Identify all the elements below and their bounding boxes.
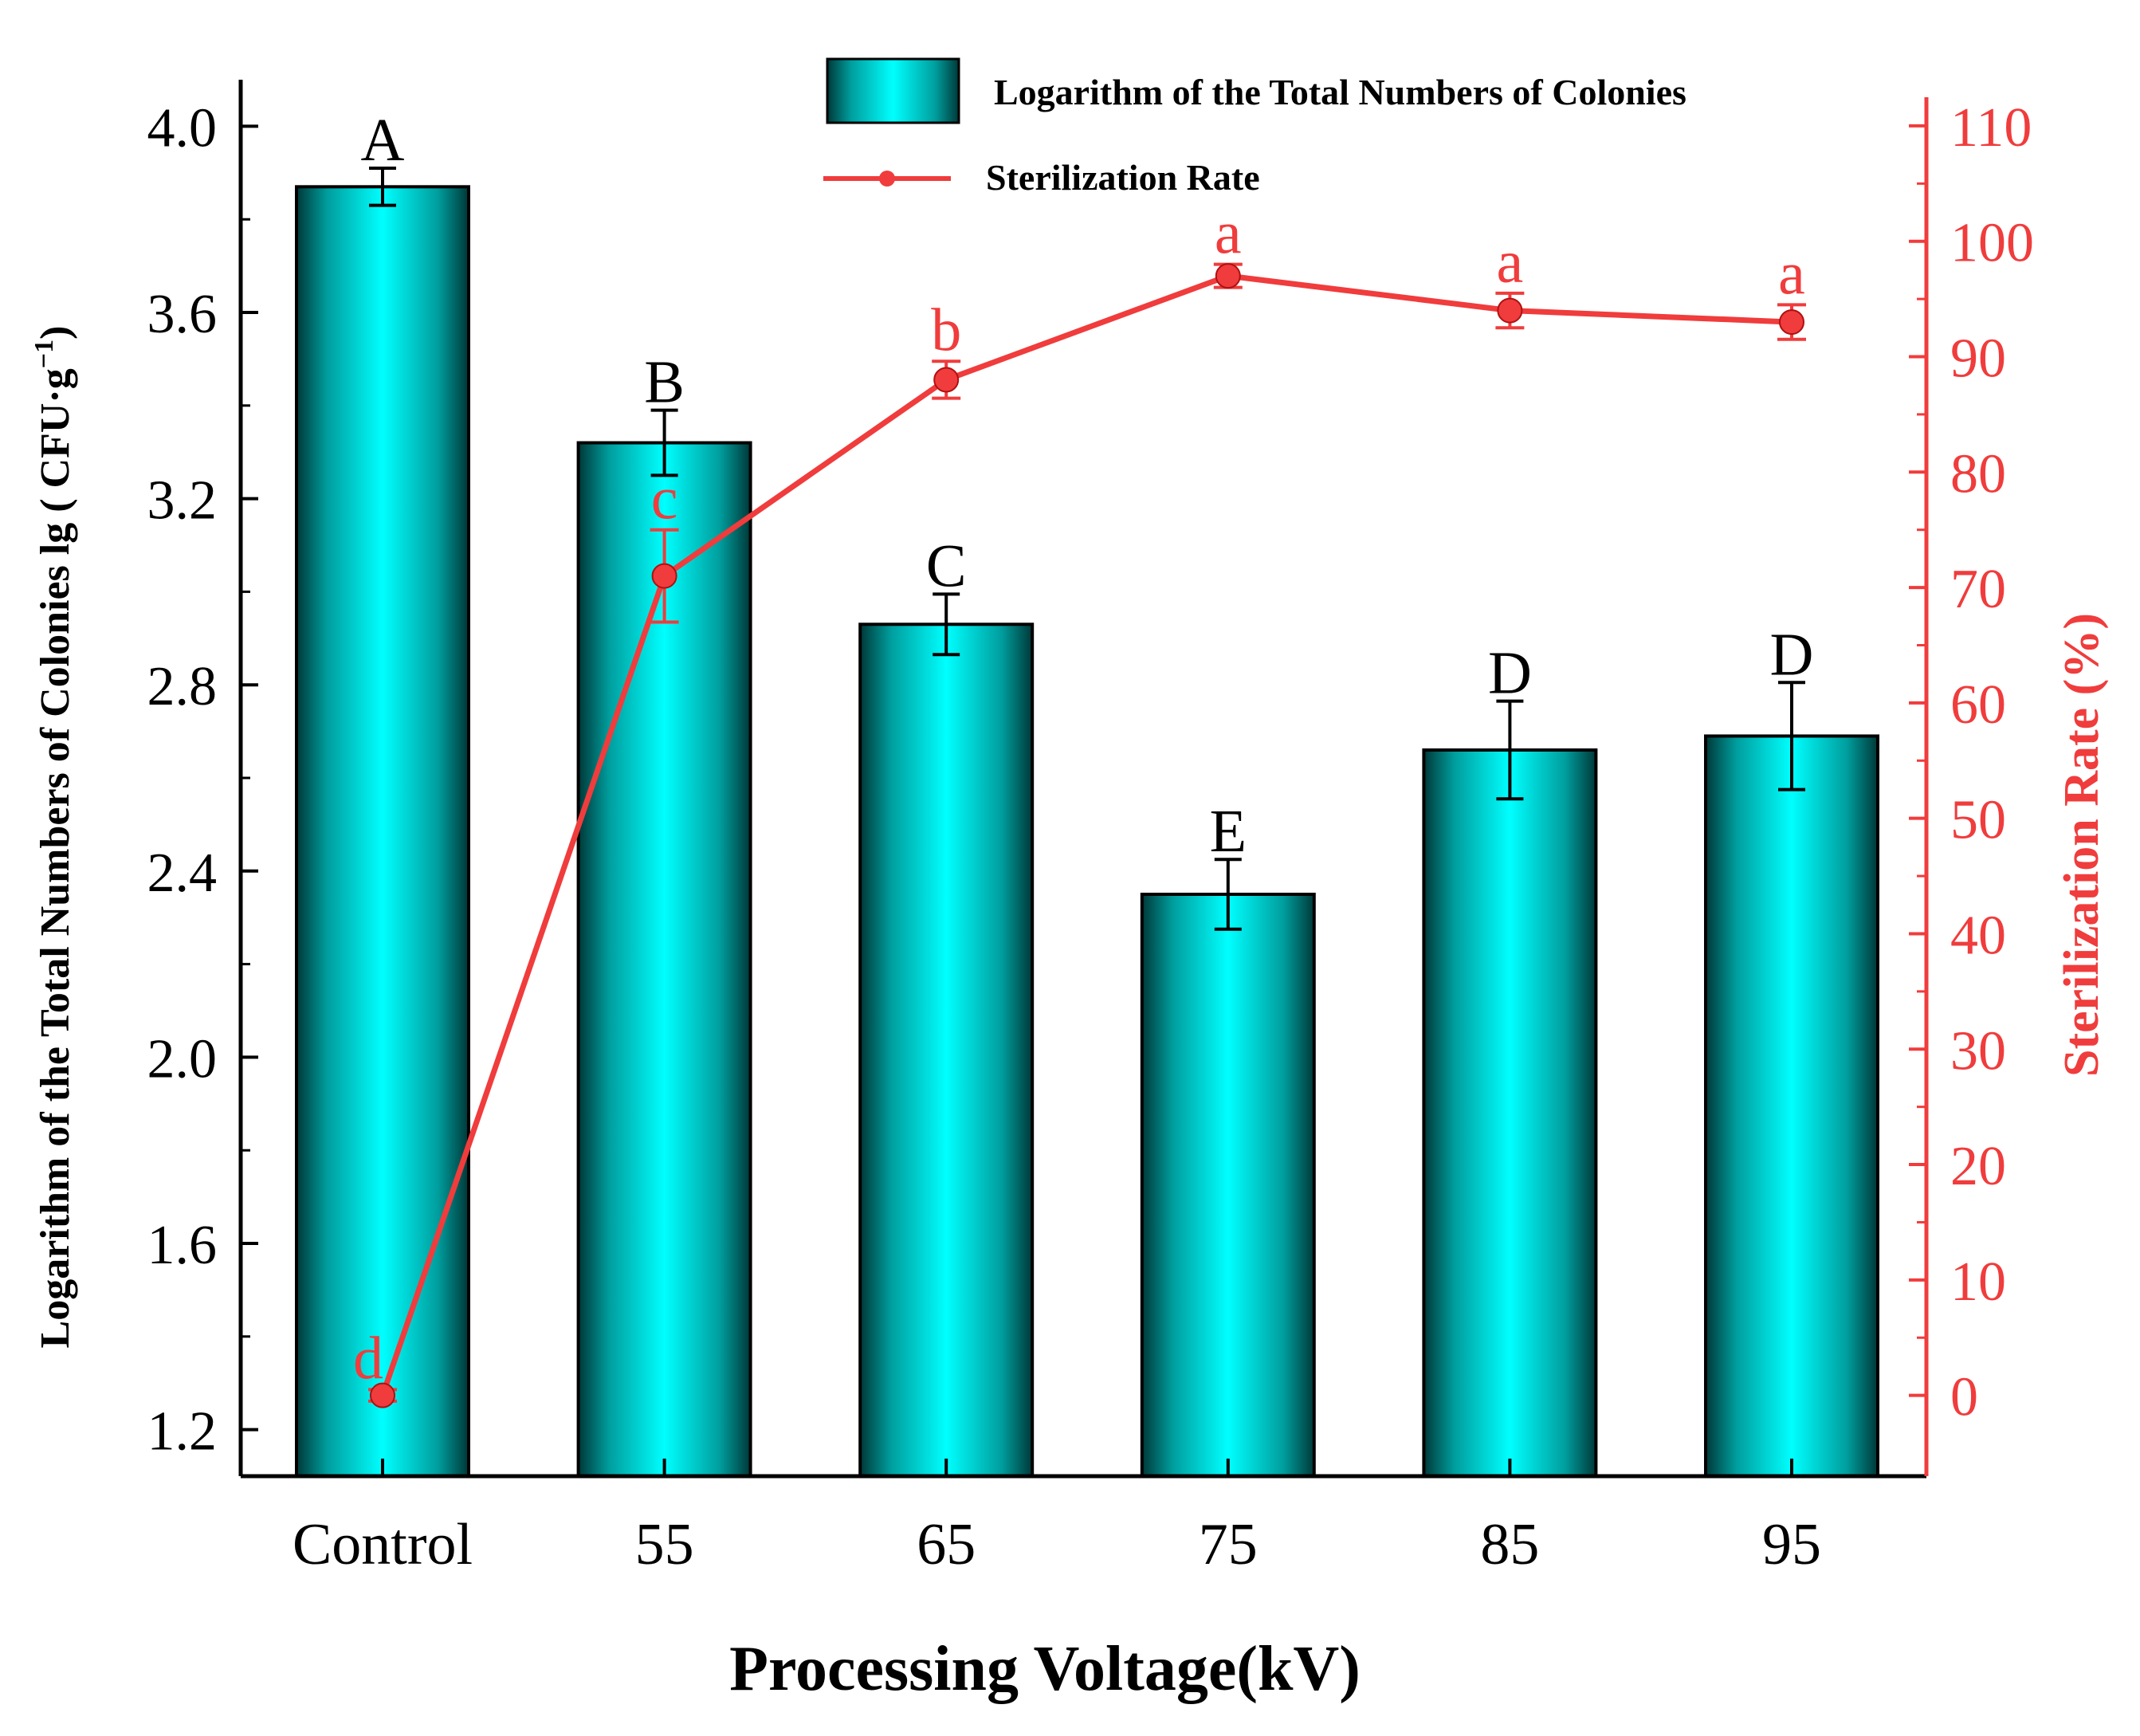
bar-3 bbox=[1140, 893, 1316, 1478]
y2-tick-label-10: 100 bbox=[1950, 213, 2034, 274]
legend-swatch-marker bbox=[879, 171, 895, 187]
bar-letter-0: A bbox=[361, 107, 405, 174]
line-point-5 bbox=[1779, 309, 1804, 336]
line-letter-3: a bbox=[1215, 200, 1242, 267]
line-letter-2: b bbox=[931, 297, 961, 363]
y-axis-title-superscript: −1 bbox=[29, 340, 59, 368]
y-tick-label-3: 2.4 bbox=[147, 842, 218, 904]
line-point-3 bbox=[1215, 263, 1241, 289]
bar-letter-4: D bbox=[1488, 640, 1532, 707]
x-tick-label-2: 65 bbox=[917, 1512, 976, 1577]
bar-letter-2: C bbox=[926, 532, 967, 599]
line-letter-0: d bbox=[353, 1325, 383, 1392]
line-letter-1: c bbox=[651, 465, 678, 532]
legend-swatch-bars bbox=[826, 57, 960, 124]
bar-letter-1: B bbox=[644, 349, 685, 416]
bar-2 bbox=[858, 623, 1035, 1478]
y2-tick-label-2: 20 bbox=[1950, 1136, 2006, 1197]
bar-letter-5: D bbox=[1770, 621, 1814, 688]
line-point-0 bbox=[370, 1382, 395, 1408]
y2-tick-label-0: 0 bbox=[1950, 1367, 1978, 1428]
line-letter-4: a bbox=[1497, 229, 1524, 296]
y2-tick-label-4: 40 bbox=[1950, 905, 2006, 966]
legend: Logarithm of the Total Numbers of Coloni… bbox=[823, 57, 1686, 198]
x-axis-title: Processing Voltage(kV) bbox=[729, 1634, 1361, 1704]
x-tick-label-0: Control bbox=[293, 1512, 473, 1577]
y-tick-label-5: 3.2 bbox=[147, 470, 218, 532]
y-tick-label-4: 2.8 bbox=[147, 656, 218, 717]
x-tick-label-4: 85 bbox=[1480, 1512, 1539, 1577]
y2-tick-label-8: 80 bbox=[1950, 443, 2006, 505]
y-axis-title: Logarithm of the Total Numbers of Coloni… bbox=[29, 326, 78, 1349]
bar-0 bbox=[295, 185, 470, 1479]
y2-tick-label-7: 70 bbox=[1950, 559, 2006, 620]
x-tick-label-5: 95 bbox=[1762, 1512, 1821, 1577]
y-tick-label-0: 1.2 bbox=[147, 1401, 218, 1463]
line-point-2 bbox=[933, 367, 960, 393]
line-point-4 bbox=[1497, 297, 1523, 324]
y2-axis-title: Sterilization Rate (%) bbox=[2055, 613, 2109, 1077]
y-tick-label-2: 2.0 bbox=[147, 1028, 218, 1090]
y-tick-label-6: 3.6 bbox=[147, 284, 218, 345]
y2-tick-label-9: 90 bbox=[1950, 328, 2006, 390]
bar-letter-3: E bbox=[1210, 798, 1247, 865]
bar-4 bbox=[1422, 748, 1598, 1478]
y2-tick-label-6: 60 bbox=[1950, 674, 2006, 736]
legend-label-bars: Logarithm of the Total Numbers of Coloni… bbox=[994, 72, 1686, 112]
y2-tick-label-3: 30 bbox=[1950, 1020, 2006, 1082]
y-tick-label-7: 4.0 bbox=[147, 97, 218, 159]
line-point-1 bbox=[651, 563, 677, 589]
y2-tick-label-1: 10 bbox=[1950, 1251, 2006, 1313]
legend-label-line: Sterilization Rate bbox=[986, 157, 1260, 198]
y2-tick-label-11: 110 bbox=[1950, 97, 2032, 159]
line-letter-5: a bbox=[1778, 240, 1805, 307]
y-axis-title-close: ) bbox=[33, 326, 78, 340]
y2-tick-label-5: 50 bbox=[1950, 790, 2006, 851]
x-tick-label-3: 75 bbox=[1199, 1512, 1258, 1577]
y-axis-title-main: Logarithm of the Total Numbers of Coloni… bbox=[33, 368, 78, 1348]
y-tick-label-1: 1.6 bbox=[147, 1215, 218, 1276]
sterilization-line bbox=[379, 273, 1792, 1396]
x-tick-label-1: 55 bbox=[635, 1512, 694, 1577]
bar-5 bbox=[1704, 734, 1879, 1478]
